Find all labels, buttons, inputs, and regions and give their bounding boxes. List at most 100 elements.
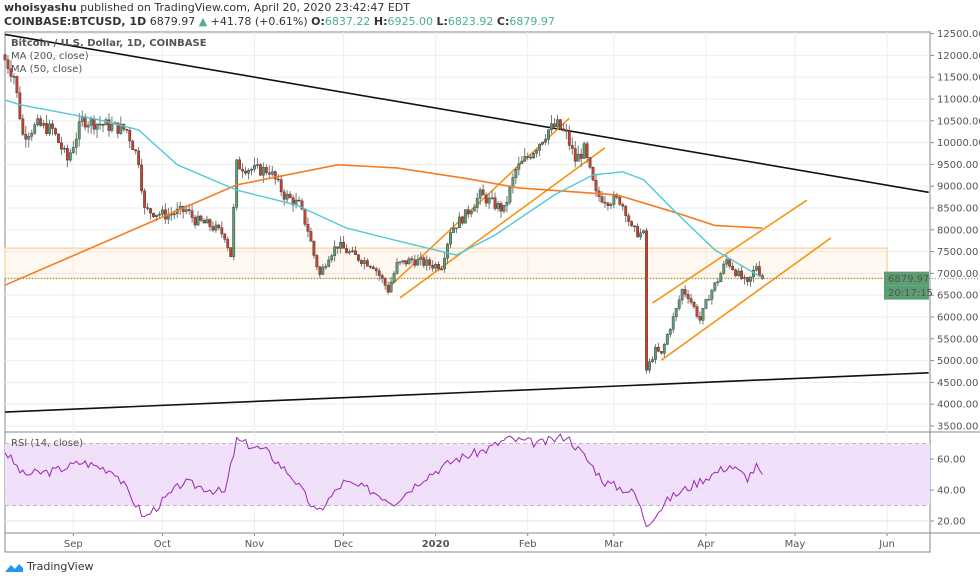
candle-body [585,143,589,158]
candle-body [30,133,34,137]
candle-body [312,241,316,256]
candle-body [146,207,149,209]
candle-body [15,76,19,93]
candle-body [437,264,441,270]
candle-body [755,266,758,271]
candle-body [463,209,467,224]
candle-body [86,124,90,128]
candle-body [710,290,714,300]
candle-body [256,164,259,166]
candle-body [455,227,458,229]
publish-info: whoisyashu published on TradingView.com,… [4,1,410,14]
countdown-badge [884,285,929,300]
y-tick-label: 11000.00 [937,95,980,106]
candle-body [630,221,634,227]
candle-body [318,266,322,275]
y-tick-label: 6500.00 [937,291,978,302]
candle-body [529,156,533,159]
last-price-label: 6879.97 [888,274,929,285]
rsi-tick-label: 60.00 [937,455,966,466]
candle-body [428,259,432,266]
candle-body [579,153,583,159]
candle-body [247,170,250,174]
candle-body [291,197,295,206]
close-value: 6879.97 [509,15,555,28]
candle-body [600,196,604,203]
trendline [4,33,929,194]
candle-body [425,259,429,266]
candle-body [161,209,164,215]
candle-body [674,308,678,317]
x-tick-label: Dec [334,539,353,550]
candle-body [68,152,72,161]
candle-body [556,119,559,127]
candle-body [547,129,550,140]
candle-body [45,123,48,134]
rsi-line [4,433,763,528]
candle-body [36,118,40,126]
candle-body [131,140,135,150]
candle-body [60,142,63,150]
y-tick-label: 4000.00 [937,400,978,411]
rsi-tick-label: 40.00 [937,486,966,497]
candle-body [348,251,351,254]
candle-body [499,203,503,212]
candle-body [333,246,337,256]
candle-body [716,281,720,284]
candle-body [327,259,331,267]
candle-body [514,169,518,178]
candle-body [57,133,60,143]
y-tick-label: 11500.00 [937,73,980,84]
candle-body [39,118,43,126]
x-tick-label: 2020 [422,539,450,550]
candle-body [244,170,247,174]
y-tick-label: 5500.00 [937,334,978,345]
candle-body [449,232,452,245]
candle-body [493,197,497,209]
x-tick-label: Apr [697,539,715,550]
y-tick-label: 9000.00 [937,182,978,193]
open-label: O: [311,15,325,28]
candle-body [517,163,521,170]
logo-text: TradingView [27,560,94,573]
candle-body [627,215,631,222]
rsi-title: RSI (14, close) [11,438,83,449]
candle-body [101,124,105,126]
candle-body [636,225,640,238]
candle-body [466,209,470,215]
candle-body [677,299,681,309]
channel-line [399,147,606,299]
candle-body [89,118,93,126]
y-tick-label: 10000.00 [937,138,980,149]
candle-body [749,276,752,282]
candle-body [609,204,613,206]
candle-body [487,197,491,204]
candle-body [365,260,369,267]
candle-body [648,361,651,371]
candle-body [490,197,494,199]
candle-body [570,145,574,149]
candle-body [330,255,334,261]
candle-body [413,259,417,266]
candle-body [496,203,500,209]
candle-body [374,268,378,272]
high-value: 6925.00 [387,15,433,28]
candle-body [719,273,723,283]
candle-body [339,241,343,249]
candle-body [484,194,488,204]
candle-body [336,246,340,249]
candle-body [288,193,292,198]
candle-body [594,179,598,192]
candle-body [612,195,616,205]
candle-body [232,207,236,257]
legend-ma50: MA (50, close) [11,64,82,75]
chart[interactable]: 12500.00 12000.00 11500.00 11000.00 10500.00… [0,0,980,556]
low-value: 6823.92 [447,15,494,28]
candle-body [205,219,209,224]
candle-body [698,316,702,321]
candle-body [662,344,666,354]
candle-body [659,351,663,354]
author[interactable]: whoisyashu [4,1,77,14]
candle-body [303,208,307,225]
tradingview-logo[interactable]: TradingView [4,560,93,573]
